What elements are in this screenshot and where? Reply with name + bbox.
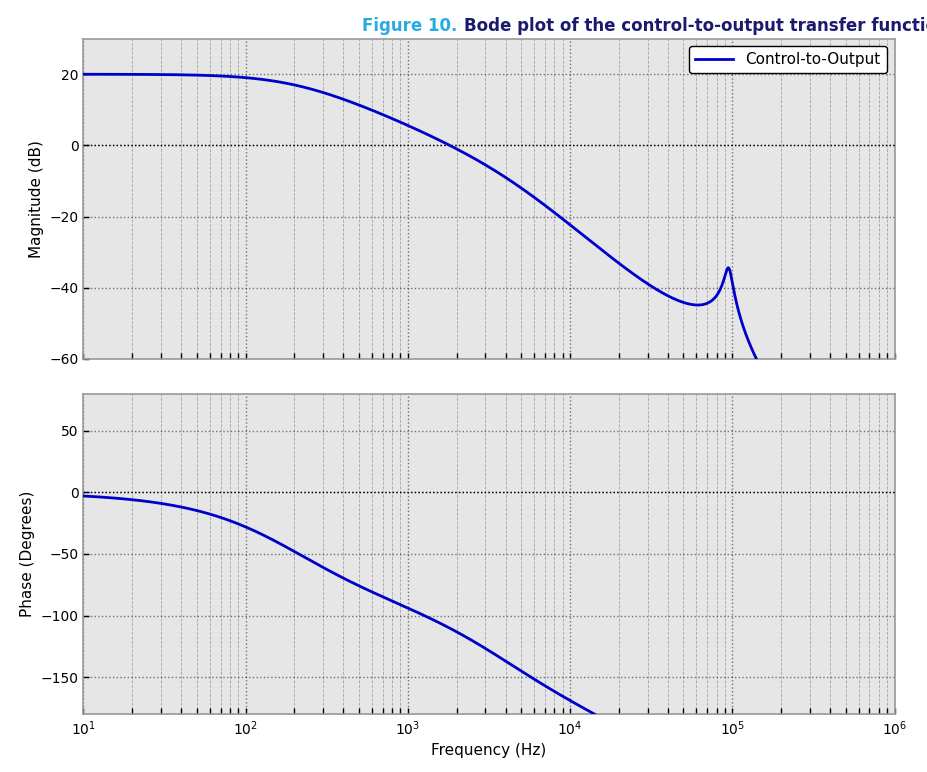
X-axis label: Frequency (Hz): Frequency (Hz): [431, 743, 547, 758]
Text: Bode plot of the control-to-output transfer function: Bode plot of the control-to-output trans…: [464, 17, 927, 35]
Y-axis label: Phase (Degrees): Phase (Degrees): [20, 491, 35, 617]
Text: Figure 10.: Figure 10.: [362, 17, 464, 35]
Y-axis label: Magnitude (dB): Magnitude (dB): [29, 140, 44, 258]
Legend: Control-to-Output: Control-to-Output: [689, 46, 887, 73]
